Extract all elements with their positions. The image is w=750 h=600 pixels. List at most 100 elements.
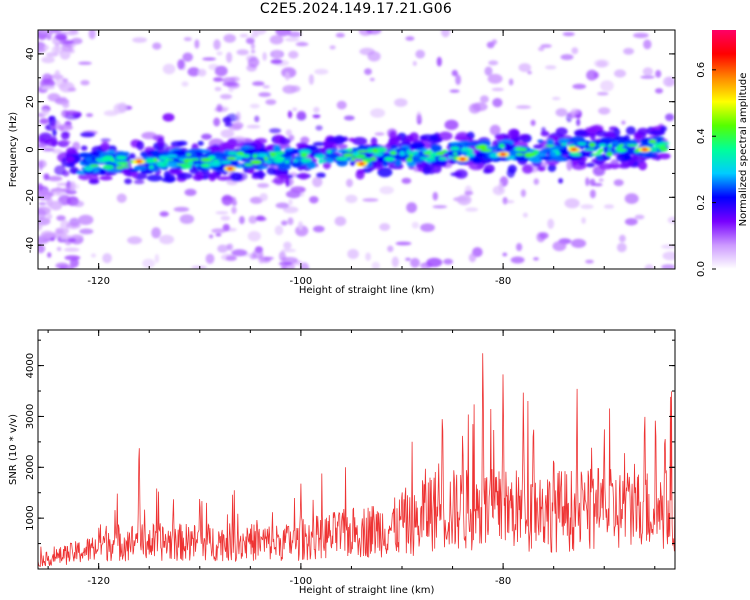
band-peak-core [226,167,234,171]
band-peak-core [135,159,143,164]
y-tick-label: -20 [25,189,36,205]
band-blob [522,164,534,174]
band-blob [121,165,130,168]
band-blob [211,151,225,158]
band-blob [177,172,193,180]
noise-blob [216,51,223,56]
band-blob [625,126,636,135]
noise-blob [288,199,293,206]
noise-blob [502,252,508,257]
band-blob [426,149,433,153]
band-blob [370,137,378,146]
band-blob [377,167,393,178]
band-blob [480,148,492,152]
noise-blob [443,258,453,265]
noise-blob [369,77,375,82]
noise-blob [295,42,309,47]
noise-blob [665,113,675,122]
band-blob [351,157,356,161]
band-blob [78,152,92,158]
noise-blob [412,61,417,66]
noise-blob [38,44,49,52]
band-blob [348,137,356,142]
noise-blob [235,111,241,122]
band-blob [165,158,174,161]
band-blob [533,144,543,149]
noise-blob [545,65,557,70]
colorbar-tick-label: 0.4 [696,128,707,144]
x-axis-label: Height of straight line (km) [299,585,435,596]
band-blob [296,142,308,149]
noise-blob [64,255,81,261]
band-blob [406,157,413,163]
band-blob [505,155,516,160]
noise-blob [159,234,175,245]
noise-blob [655,70,662,78]
band-blob [314,154,326,159]
band-blob [389,137,398,146]
band-blob [234,154,243,160]
noise-blob [603,204,615,209]
band-blob [148,165,154,170]
band-blob [273,151,286,155]
noise-blob [487,73,503,84]
band-blob [555,152,561,156]
noise-blob [444,119,459,130]
band-blob [186,153,192,157]
band-blob [101,158,111,162]
band-blob [204,159,211,162]
band-blob [357,149,369,153]
noise-blob [67,237,76,243]
band-blob [537,165,546,172]
noise-blob [225,255,237,261]
band-blob [208,155,216,160]
noise-blob [272,49,282,60]
noise-blob [50,237,55,241]
band-blob [448,155,453,159]
band-blob [574,129,587,136]
noise-blob [60,220,70,230]
noise-blob [282,85,297,94]
x-tick-label: -120 [87,276,110,287]
noise-blob [57,124,73,131]
noise-blob [464,190,474,196]
band-blob [279,137,291,145]
noise-blob [661,244,675,249]
noise-blob [51,148,63,154]
band-blob [638,161,648,171]
noise-blob [334,216,347,227]
noise-blob [62,78,69,83]
band-blob [507,128,520,139]
band-blob [158,155,169,161]
noise-blob [662,251,675,261]
band-blob [569,151,580,156]
band-blob [449,159,457,165]
noise-blob [329,45,336,50]
noise-blob [220,215,231,221]
band-blob [406,149,411,155]
y-tick-label: 4000 [25,353,36,378]
band-blob [327,150,332,154]
band-blob [145,158,156,163]
noise-blob [69,234,85,239]
noise-blob [226,52,233,63]
band-blob [482,168,492,174]
band-blob [453,152,458,156]
noise-blob [47,175,63,182]
noise-blob [80,132,96,138]
noise-blob [359,47,375,56]
noise-blob [159,211,169,217]
noise-blob [309,196,319,204]
band-blob [106,168,121,173]
noise-blob [365,252,371,261]
noise-blob [586,69,598,81]
noise-blob [562,32,575,37]
noise-blob [379,186,394,195]
band-blob [242,154,251,158]
x-axis-label: Height of straight line (km) [299,285,435,296]
band-blob [599,137,615,144]
y-axis-label: Frequency (Hz) [8,112,19,188]
band-blob [227,138,237,146]
band-blob [616,145,623,149]
band-blob [626,144,639,147]
